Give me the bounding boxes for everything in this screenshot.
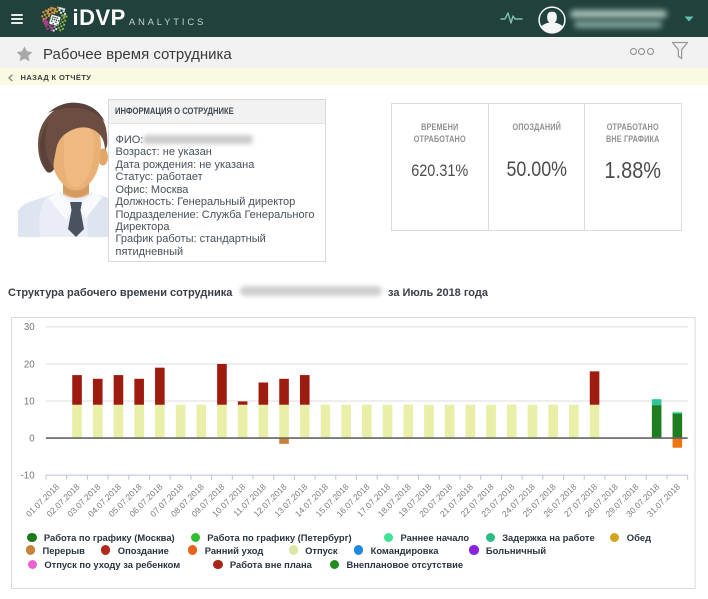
svg-text:10: 10 <box>24 396 35 407</box>
svg-text:-10: -10 <box>21 470 36 481</box>
svg-text:30: 30 <box>24 322 35 333</box>
svg-text:0: 0 <box>30 433 36 444</box>
svg-text:20: 20 <box>24 359 35 370</box>
